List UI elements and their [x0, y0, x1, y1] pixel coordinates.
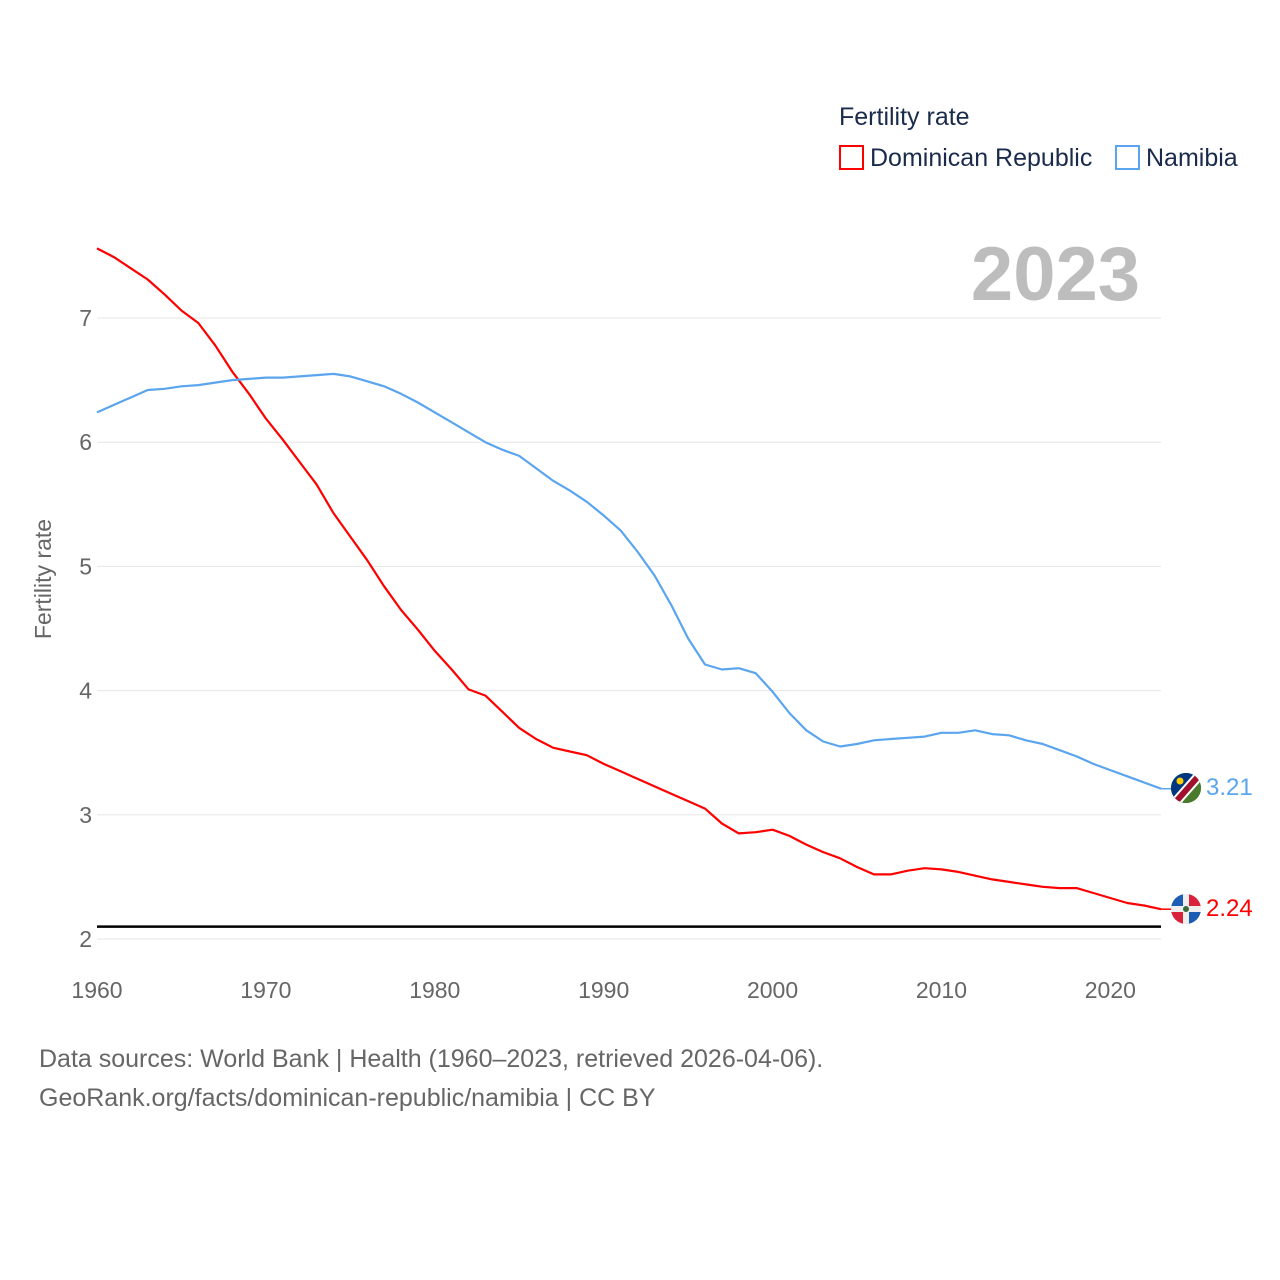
data-source-note: Data sources: World Bank | Health (1960–… [39, 1045, 824, 1073]
x-tick-label: 1980 [409, 977, 460, 1003]
legend-label-namibia: Namibia [1146, 144, 1238, 172]
x-tick-label: 2000 [747, 977, 798, 1003]
legend-item-dominican-republic[interactable]: Dominican Republic [839, 144, 1092, 172]
x-tick-label: 2020 [1085, 977, 1136, 1003]
y-tick-label: 5 [79, 553, 92, 579]
legend-item-namibia[interactable]: Namibia [1115, 144, 1238, 172]
source-url[interactable]: GeoRank.org/facts/dominican-republic/nam… [39, 1084, 656, 1112]
x-tick-label: 1970 [240, 977, 291, 1003]
namibia-flag-icon [1171, 773, 1201, 803]
dominican-republic-flag-icon [1171, 894, 1201, 924]
legend-swatch-namibia [1115, 145, 1140, 170]
y-axis-label: Fertility rate [30, 519, 56, 639]
end-label-namibia: 3.21 [1206, 774, 1253, 801]
series-line-namibia[interactable] [96, 372, 1162, 790]
x-tick-label: 1990 [578, 977, 629, 1003]
x-tick-label: 1960 [71, 977, 122, 1003]
year-label: 2023 [971, 232, 1140, 317]
x-tick-label: 2010 [916, 977, 967, 1003]
y-tick-label: 2 [79, 926, 92, 952]
legend-swatch-dominican-republic [839, 145, 864, 170]
y-tick-label: 4 [79, 678, 92, 704]
y-tick-label: 7 [79, 305, 92, 331]
end-label-dominican-republic: 2.24 [1206, 895, 1253, 922]
legend-label-dominican-republic: Dominican Republic [870, 144, 1092, 172]
series-line-dominican-republic[interactable] [96, 247, 1162, 911]
y-tick-label: 3 [79, 802, 92, 828]
y-tick-label: 6 [79, 429, 92, 455]
legend-title: Fertility rate [839, 103, 970, 131]
